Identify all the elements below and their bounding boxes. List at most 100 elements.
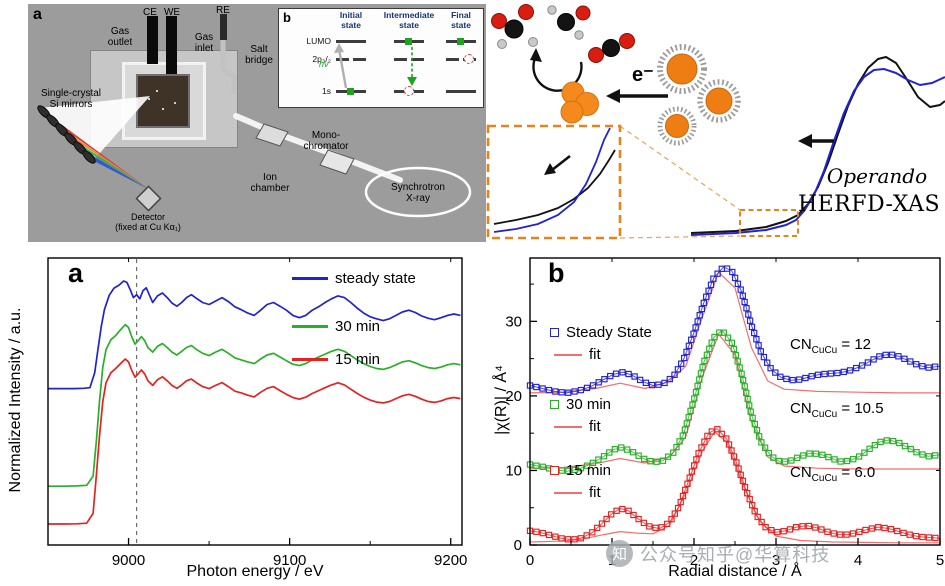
monochromator-device [319, 149, 355, 175]
co2-molecules [491, 4, 635, 63]
legend-label: 15 min [335, 351, 381, 368]
svg-text:5: 5 [936, 552, 944, 569]
svg-text:2: 2 [690, 552, 698, 569]
sample-speckle [156, 90, 158, 92]
nanoparticles [657, 44, 741, 146]
legend-15min: 15 min [292, 351, 380, 368]
intermediate-state-header: Intermediate state [383, 10, 435, 30]
legend-steady-state: steady state [292, 270, 416, 287]
x-axis-title: Photon energy / eV [186, 563, 324, 580]
zoom-connector [619, 235, 741, 239]
energy-level-bar [336, 40, 366, 43]
svg-text:30: 30 [505, 313, 522, 330]
cn-annotation-15min: CNCuCu = 6.0 [790, 464, 876, 484]
energy-level-bar [446, 58, 459, 61]
1s-label: 1s [322, 86, 331, 96]
monochromator-label: Mono- chromator [303, 130, 349, 153]
cn-annotation-30min: CNCuCu = 10.5 [790, 400, 884, 420]
preedge-arrow [551, 154, 571, 172]
svg-text:0: 0 [514, 537, 522, 554]
line-swatch [292, 358, 328, 361]
sample-speckle [148, 98, 150, 100]
panel-a-chart-label: a [68, 258, 84, 288]
fit-line-glyph [554, 491, 582, 494]
operando-label: Operando [826, 164, 928, 188]
preedge-zoom-box [739, 209, 799, 237]
svg-text:10: 10 [505, 462, 522, 479]
line-swatch [292, 325, 328, 328]
legend-label: fit [589, 418, 601, 435]
xanes-chart: 9000 9100 9200 a steady state 30 min 15 mi… [0, 250, 490, 586]
svg-text:4: 4 [854, 552, 862, 569]
panel-a-label: a [33, 6, 42, 23]
salt-bridge-label: Salt bridge [245, 44, 273, 67]
si-mirrors-label: Single-crystal Si mirrors [40, 88, 102, 111]
line-swatch [292, 277, 328, 280]
svg-text:20: 20 [505, 388, 522, 405]
herfd-xas-label: HERFD-XAS [797, 192, 941, 217]
sample-speckle [162, 108, 164, 110]
exafs-plot-canvas: 0123450102030 [505, 257, 944, 569]
energy-level-bar [394, 58, 407, 61]
fit-line-glyph [554, 353, 582, 356]
electron-marker [347, 88, 354, 95]
hv-label: hν [319, 59, 329, 69]
square-marker-glyph [550, 328, 559, 337]
working-electrode [166, 16, 177, 74]
copper-cluster [560, 81, 599, 124]
watermark-text: 公众号知乎@华算科技 [640, 544, 831, 565]
lumo-label: LUMO [306, 36, 331, 46]
legend-30min: 30 min [292, 318, 380, 335]
excitation-arrow [337, 48, 348, 89]
ion-chamber-label: Ion chamber [250, 172, 290, 195]
xanes-plot-canvas: 9000 9100 9200 [47, 257, 467, 569]
legend-30min-fit: fit [554, 418, 601, 435]
cycle-arrow [532, 55, 583, 92]
legend-label: steady state [335, 270, 416, 287]
panel-b-chart-label: b [548, 258, 565, 288]
legend-15min: 15 min [550, 462, 611, 479]
zoom-inset-box [486, 124, 622, 240]
we-label: WE [163, 7, 181, 18]
blue-beam [80, 148, 150, 190]
legend-label: 30 min [566, 396, 612, 413]
gas-inlet-label: Gas inlet [194, 32, 214, 55]
initial-state-header: Initial state [339, 10, 363, 30]
legend-label: 15 min [566, 462, 612, 479]
svg-text:9000: 9000 [112, 552, 145, 569]
legend-label: fit [589, 484, 601, 501]
watermark: 知 公众号知乎@华算科技 [606, 540, 830, 567]
zoom-connector [619, 125, 741, 211]
energy-level-bar [411, 58, 424, 61]
exafs-chart: 0123450102030 b Steady State fit 30 min … [490, 250, 945, 586]
legend-label: Steady State [566, 324, 652, 341]
panel-b-inset-label: b [283, 10, 291, 25]
detector-label: Detector (fixed at Cu Kα₁) [115, 212, 181, 233]
y-axis-title: Normalized Intensity / a.u. [7, 307, 24, 493]
fit-line-glyph [554, 425, 582, 428]
svg-text:9100: 9100 [273, 552, 306, 569]
electron-label: e⁻ [632, 64, 654, 86]
y-axis-title: |χ(R)| / Å⁴ [493, 365, 510, 435]
svg-text:0: 0 [526, 552, 534, 569]
gas-outlet-label: Gas outlet [107, 26, 133, 49]
ce-label: CE [143, 7, 157, 18]
energy-level-bar [446, 90, 476, 93]
reference-electrode [220, 14, 227, 40]
energy-level-bar [353, 58, 366, 61]
cell-sample-window [136, 74, 190, 128]
synchrotron-label: Synchrotron X-ray [391, 182, 445, 205]
legend-15min-fit: fit [554, 484, 601, 501]
zhihu-logo-icon: 知 [606, 540, 633, 567]
xanes-curve-blue [690, 68, 945, 236]
re-label: RE [216, 5, 230, 16]
sample-speckle [174, 102, 176, 104]
mechanism-illustration: e⁻ Operando HERFD-XAS [486, 0, 945, 250]
electron-marker [405, 38, 412, 45]
square-marker-glyph [550, 400, 559, 409]
cn-annotation-steady: CNCuCu = 12 [790, 336, 872, 356]
electron-marker [457, 38, 464, 45]
core-hole-marker [404, 86, 414, 96]
svg-text:3: 3 [772, 552, 780, 569]
